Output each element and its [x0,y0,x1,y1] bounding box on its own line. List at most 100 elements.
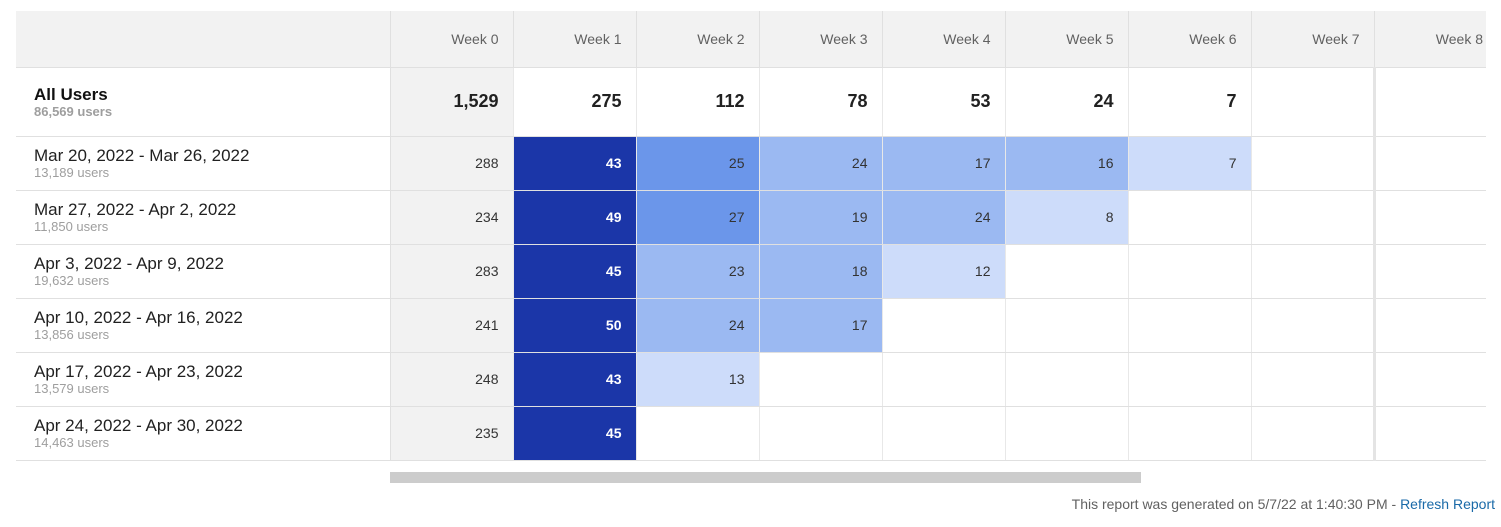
cohort-cell-week-7 [1250,352,1374,407]
cohort-cell-week-4: 17 [881,136,1005,191]
cohort-cell-week-6: 7 [1127,136,1251,191]
cohort-cell-week-0: 248 [389,352,513,407]
total-cell-week-1: 275 [512,67,636,137]
cohort-cell-week-3: 24 [758,136,882,191]
cohort-cell-week-4: 24 [881,190,1005,245]
cohort-cell-week-8 [1372,298,1486,353]
cohort-cell-week-8 [1372,244,1486,299]
cohort-date-range: Mar 27, 2022 - Apr 2, 2022 [34,200,237,219]
total-cell-week-7 [1250,67,1374,137]
cohort-row: Mar 27, 2022 - Apr 2, 2022 11,850 users 23… [16,190,1486,245]
cohort-cell-week-3 [758,352,882,407]
cohort-user-count: 14,463 users [34,435,110,450]
header-week-0: Week 0 [389,11,513,68]
cohort-cell-week-3: 18 [758,244,882,299]
cohort-row: Apr 17, 2022 - Apr 23, 2022 13,579 users 2… [16,352,1486,407]
cohort-cell-week-1: 43 [512,352,636,407]
total-cell-week-6: 7 [1127,67,1251,137]
cohort-label: Apr 24, 2022 - Apr 30, 2022 14,463 users [16,406,390,461]
header-week-8: Week 8 [1373,11,1486,68]
header-week-5: Week 5 [1004,11,1128,68]
total-cell-week-8 [1372,67,1486,137]
cohort-cell-week-6 [1127,190,1251,245]
cohort-cell-week-3: 17 [758,298,882,353]
cohort-cell-week-7 [1250,136,1374,191]
cohort-cell-week-5 [1004,352,1128,407]
cohort-cell-week-3: 19 [758,190,882,245]
cohort-cell-week-8 [1372,136,1486,191]
cohort-cell-week-4 [881,298,1005,353]
cohort-user-count: 19,632 users [34,273,110,288]
cohort-cell-week-2 [635,406,759,461]
cohort-cell-week-4 [881,352,1005,407]
cohort-cell-week-0: 234 [389,190,513,245]
cohort-cell-week-4 [881,406,1005,461]
cohort-cell-week-1: 45 [512,406,636,461]
total-cell-week-2: 112 [635,67,759,137]
total-cell-week-5: 24 [1004,67,1128,137]
header-week-7: Week 7 [1250,11,1374,68]
cohort-cell-week-5 [1004,298,1128,353]
cohort-cell-week-7 [1250,244,1374,299]
cohort-cell-week-5: 16 [1004,136,1128,191]
cohort-label: Apr 17, 2022 - Apr 23, 2022 13,579 users [16,352,390,407]
cohort-cell-week-3 [758,406,882,461]
cohort-cell-week-1: 45 [512,244,636,299]
header-corner [16,11,390,68]
refresh-report-link[interactable]: Refresh Report [1400,496,1495,512]
cohort-cell-week-5 [1004,244,1128,299]
total-cell-week-4: 53 [881,67,1005,137]
total-subtitle: 86,569 users [34,103,113,119]
cohort-user-count: 13,579 users [34,381,110,396]
cohort-cell-week-8 [1372,406,1486,461]
total-cell-week-3: 78 [758,67,882,137]
cohort-label: Apr 10, 2022 - Apr 16, 2022 13,856 users [16,298,390,353]
total-label: All Users 86,569 users [16,67,390,137]
header-row: Week 0 Week 1 Week 2 Week 3 Week 4 Week … [16,11,1486,68]
header-week-6: Week 6 [1127,11,1251,68]
cohort-cell-week-2: 23 [635,244,759,299]
cohort-user-count: 13,856 users [34,327,110,342]
cohort-cell-week-6 [1127,244,1251,299]
cohort-date-range: Apr 17, 2022 - Apr 23, 2022 [34,362,243,381]
cohort-date-range: Apr 3, 2022 - Apr 9, 2022 [34,254,224,273]
cohort-cell-week-2: 24 [635,298,759,353]
cohort-cell-week-4: 12 [881,244,1005,299]
header-week-1: Week 1 [512,11,636,68]
cohort-cell-week-6 [1127,406,1251,461]
cohort-table-viewport: Week 0 Week 1 Week 2 Week 3 Week 4 Week … [16,11,1486,461]
cohort-date-range: Mar 20, 2022 - Mar 26, 2022 [34,146,250,165]
cohort-cell-week-7 [1250,190,1374,245]
cohort-cell-week-6 [1127,298,1251,353]
cohort-date-range: Apr 24, 2022 - Apr 30, 2022 [34,416,243,435]
report-footer: This report was generated on 5/7/22 at 1… [1072,496,1495,512]
cohort-cell-week-1: 50 [512,298,636,353]
cohort-cell-week-6 [1127,352,1251,407]
cohort-label: Mar 27, 2022 - Apr 2, 2022 11,850 users [16,190,390,245]
total-row: All Users 86,569 users 1,529 275 112 78 … [16,67,1486,137]
cohort-label: Apr 3, 2022 - Apr 9, 2022 19,632 users [16,244,390,299]
cohort-row: Mar 20, 2022 - Mar 26, 2022 13,189 users 2… [16,136,1486,191]
cohort-cell-week-5 [1004,406,1128,461]
total-title: All Users [34,84,108,104]
cohort-date-range: Apr 10, 2022 - Apr 16, 2022 [34,308,243,327]
total-cell-week-0: 1,529 [389,67,513,137]
cohort-cell-week-2: 27 [635,190,759,245]
cohort-row: Apr 10, 2022 - Apr 16, 2022 13,856 users 2… [16,298,1486,353]
cohort-row: Apr 3, 2022 - Apr 9, 2022 19,632 users 283… [16,244,1486,299]
cohort-cell-week-7 [1250,406,1374,461]
cohort-cell-week-2: 25 [635,136,759,191]
header-week-3: Week 3 [758,11,882,68]
cohort-cell-week-0: 241 [389,298,513,353]
cohort-cell-week-8 [1372,190,1486,245]
cohort-cell-week-1: 43 [512,136,636,191]
cohort-label: Mar 20, 2022 - Mar 26, 2022 13,189 users [16,136,390,191]
cohort-user-count: 11,850 users [34,219,109,234]
cohort-cell-week-1: 49 [512,190,636,245]
cohort-user-count: 13,189 users [34,165,110,180]
cohort-row: Apr 24, 2022 - Apr 30, 2022 14,463 users 2… [16,406,1486,461]
report-generated-text: This report was generated on 5/7/22 at 1… [1071,496,1401,512]
horizontal-scrollbar[interactable] [390,472,1141,483]
cohort-cell-week-0: 235 [389,406,513,461]
header-week-2: Week 2 [635,11,759,68]
